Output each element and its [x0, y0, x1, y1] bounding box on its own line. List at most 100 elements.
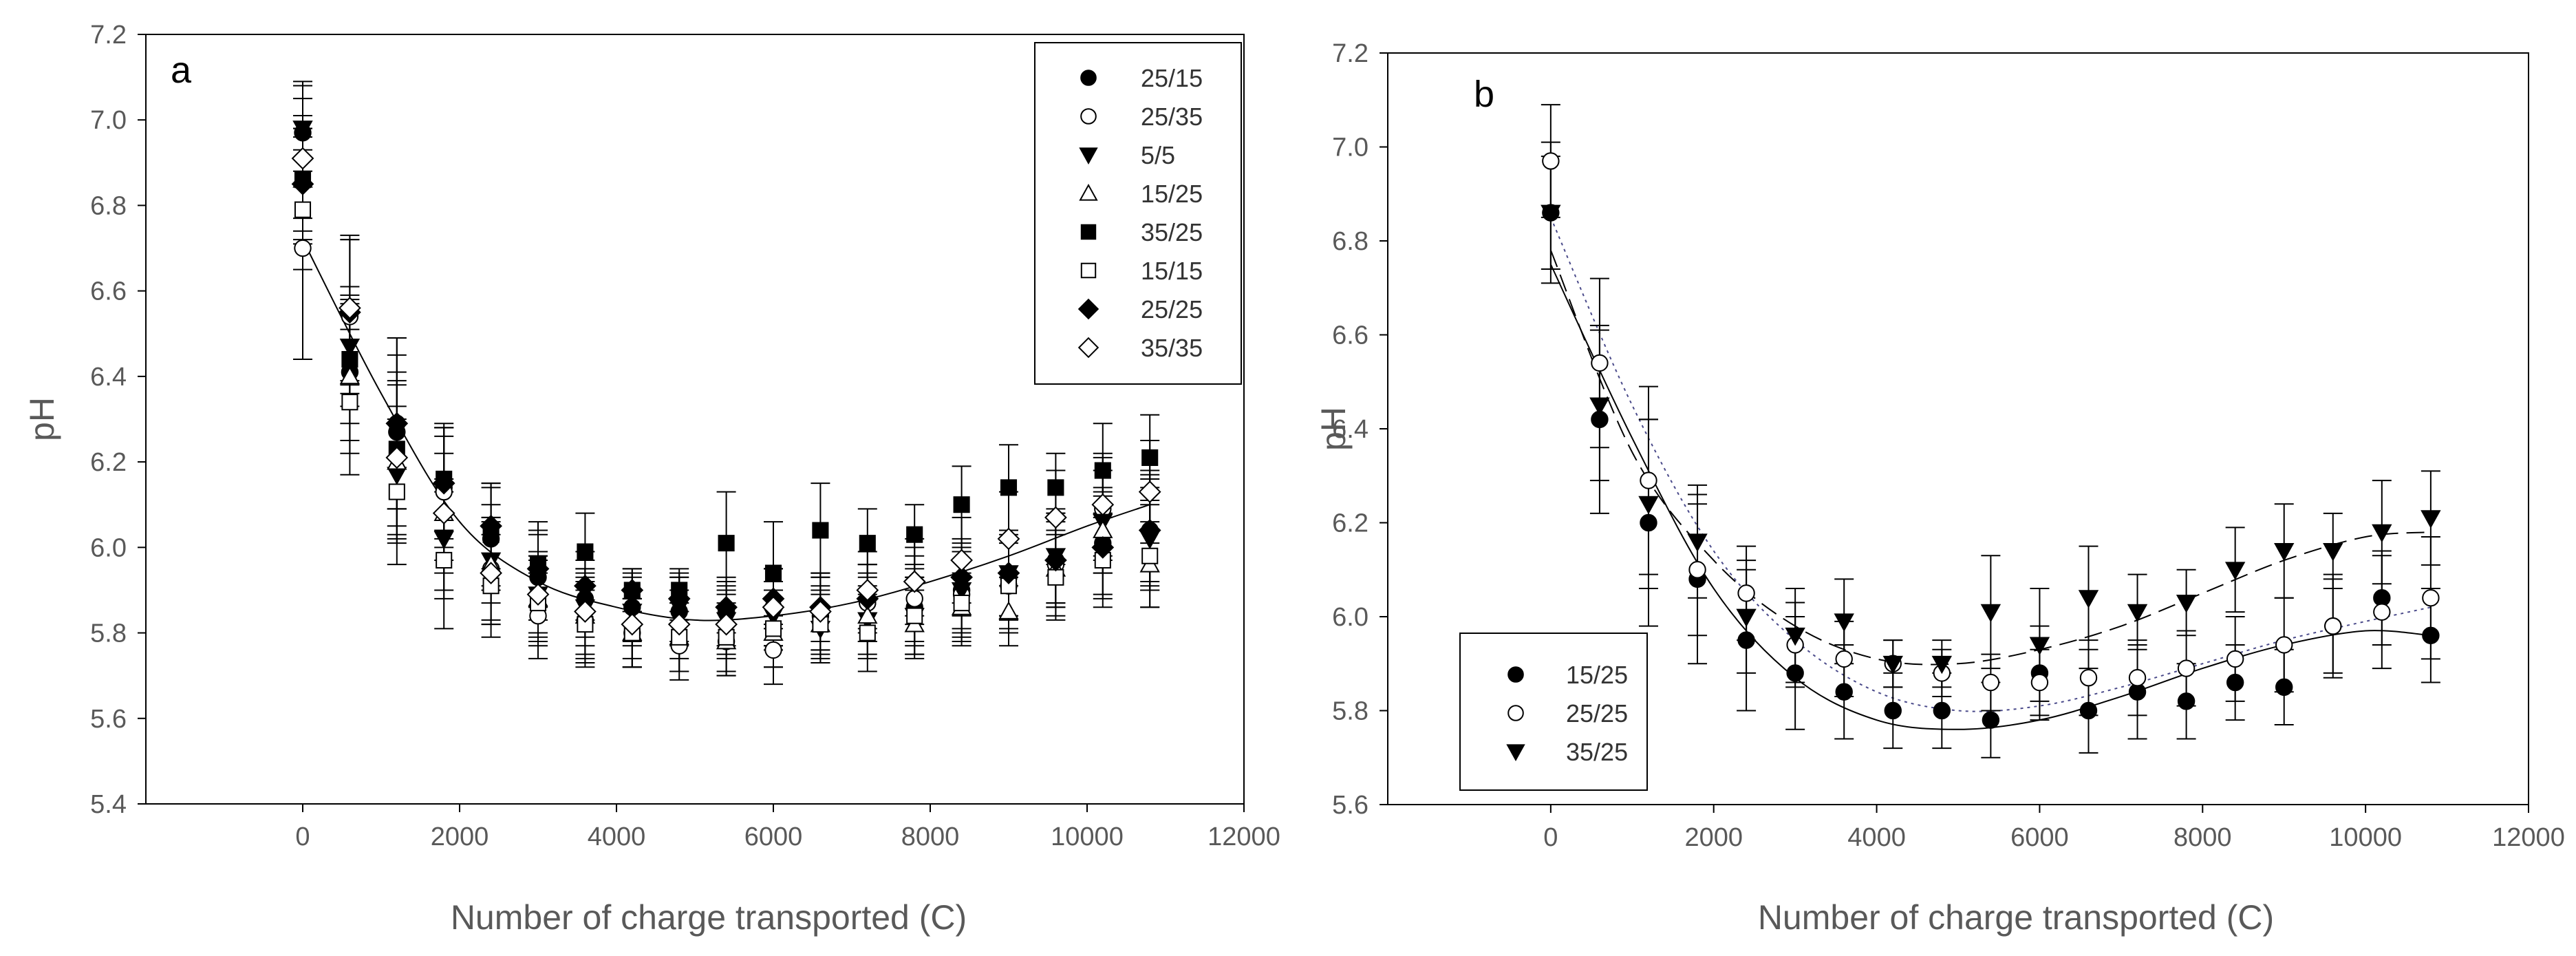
panel-a-point-35-25 [1094, 462, 1111, 479]
panel-a-point-15-15 [764, 620, 782, 637]
panel-a-point-35-25 [812, 522, 829, 539]
panel-b-point-25-25 [2177, 659, 2196, 677]
panel-b-x-tick-label: 0 [1543, 823, 1558, 852]
panel-b-point-15-25 [2226, 673, 2244, 692]
panel-b-legend-marker-25-25 [1507, 705, 1524, 721]
panel-a-y-tick-label: 5.8 [90, 619, 127, 648]
panel-a-point-25-35 [764, 641, 782, 659]
panel-b-point-35-25 [1785, 627, 1805, 646]
panel-b-point-35-25 [2224, 562, 2246, 580]
panel-a-point-25-25 [432, 471, 455, 495]
panel-b-legend: 15/25 25/25 35/25 [1459, 633, 1648, 791]
panel-a-point-5-5 [433, 531, 454, 549]
panel-a-point-35-35 [667, 613, 691, 636]
panel-a-point-35-35 [809, 600, 832, 623]
panel-a-point-25-25 [1091, 535, 1115, 559]
panel-b-x-tick-label: 4000 [1847, 823, 1906, 852]
panel-a-legend-marker-25-35 [1080, 108, 1097, 125]
panel-a-legend-marker-15-25 [1079, 183, 1098, 201]
panel-a-x-tick-label: 4000 [588, 822, 646, 851]
panel-b-point-25-25 [1835, 650, 1853, 668]
panel-b-legend-box [1459, 633, 1648, 791]
panel-a-legend-label-25-25: 25/25 [1141, 295, 1203, 323]
panel-a-x-tick-label: 2000 [431, 822, 489, 851]
panel-a-point-15-25 [998, 601, 1019, 619]
panel-b-point-15-25 [2275, 678, 2293, 697]
panel-a-point-35-35 [339, 297, 361, 319]
panel-a-point-15-15 [1047, 569, 1064, 586]
panel-a-point-35-25 [341, 350, 358, 368]
panel-a-point-15-15 [436, 551, 453, 569]
panel-a-point-25-25 [480, 514, 502, 538]
panel-b-point-35-25 [2372, 524, 2392, 543]
panel-a-y-tick-label: 7.0 [90, 106, 127, 135]
panel-a-point-35-35 [574, 600, 597, 623]
panel-a-x-tick-label: 0 [295, 822, 310, 851]
panel-a-point-15-15 [906, 607, 923, 624]
panel-a-point-25-35 [294, 239, 312, 257]
panel-b-point-15-25 [2422, 626, 2440, 644]
panel-a-legend: 25/15 25/35 5/5 15/25 35/25 15/15 25/25 35/35 [1034, 42, 1242, 385]
panel-a-point-15-15 [388, 483, 405, 500]
panel-a-point-35-25 [718, 535, 735, 552]
panel-b-point-35-25 [1589, 397, 1610, 416]
panel-b-point-35-25 [1882, 655, 1903, 674]
panel-b-point-25-25 [2373, 603, 2391, 621]
panel-b-point-15-25 [2079, 701, 2098, 720]
panel-a-point-35-35 [385, 446, 409, 469]
panel-b-point-35-25 [2421, 510, 2441, 529]
panel-b-point-25-25 [1688, 561, 1706, 579]
panel-b-point-25-25 [2275, 636, 2293, 654]
panel-a-point-35-35 [903, 570, 926, 593]
panel-b-y-tick-label: 7.2 [1332, 39, 1368, 68]
panel-b-data-points [1541, 152, 2441, 729]
panel-a-error-bars [293, 81, 1160, 686]
panel-b-x-tick-label: 12000 [2492, 823, 2565, 852]
panel-b-point-15-25 [1640, 513, 1657, 532]
panel-b-legend-label-25-25: 25/25 [1566, 699, 1628, 727]
panel-b-point-35-25 [2274, 543, 2295, 562]
panel-b-y-tick-label: 6.6 [1332, 321, 1368, 350]
panel-a-y-tick-label: 6.2 [90, 448, 127, 477]
panel-a-point-5-5 [339, 339, 361, 357]
panel-a-legend-label-25-35: 25/35 [1141, 103, 1203, 131]
panel-b-point-15-25 [1933, 701, 1951, 720]
panel-a-x-axis-title: Number of charge transported (C) [451, 898, 967, 937]
panel-b-point-25-25 [2128, 669, 2147, 687]
panel-b-y-axis-title: pH [1314, 407, 1353, 451]
panel-b-point-25-25 [1591, 354, 1609, 372]
panel-a-legend-label-5-5: 5/5 [1141, 141, 1175, 169]
panel-a-y-tick-label: 6.8 [90, 191, 127, 220]
panel-b-point-35-25 [1638, 496, 1659, 515]
panel-a-legend-marker-15-15 [1080, 262, 1097, 279]
panel-a-point-25-25 [1044, 549, 1067, 572]
panel-a-point-35-25 [906, 526, 923, 543]
panel-a-point-35-35 [432, 502, 455, 525]
panel-a-point-25-25 [997, 562, 1020, 584]
panel-b-y-tick-label: 7.0 [1332, 134, 1368, 162]
panel-a-point-25-25 [291, 173, 314, 195]
panel-a-point-35-25 [953, 496, 970, 513]
panel-b-point-35-25 [1736, 608, 1757, 628]
panel-b-x-tick-label: 8000 [2174, 823, 2232, 852]
panel-b-point-15-25 [1982, 711, 2000, 729]
panel-a-point-35-35 [856, 579, 879, 602]
panel-a-legend-label-15-25: 15/25 [1141, 180, 1203, 208]
panel-a-point-15-15 [294, 201, 312, 218]
panel-a-point-15-15 [953, 595, 970, 612]
panel-b-point-25-25 [2422, 589, 2440, 607]
panel-b-point-35-25 [2029, 637, 2050, 656]
panel-a-point-25-25 [574, 574, 597, 597]
panel-b-x-tick-label: 6000 [2010, 823, 2069, 852]
panel-b-letter: b [1474, 74, 1494, 115]
panel-a-legend-marker-25-15 [1080, 70, 1097, 86]
panel-b-point-25-25 [1542, 152, 1560, 170]
panel-b-y-tick-label: 6.4 [1332, 415, 1368, 444]
panel-b-y-tick-label: 6.0 [1332, 603, 1368, 632]
panel-a-point-25-25 [950, 566, 973, 589]
panel-b-x-tick-label: 2000 [1684, 823, 1743, 852]
panel-a-point-25-25 [621, 579, 644, 602]
panel-a-legend-marker-5-5 [1079, 147, 1098, 165]
panel-b-point-25-25 [2030, 673, 2049, 692]
panel-a-point-35-35 [1138, 480, 1161, 503]
